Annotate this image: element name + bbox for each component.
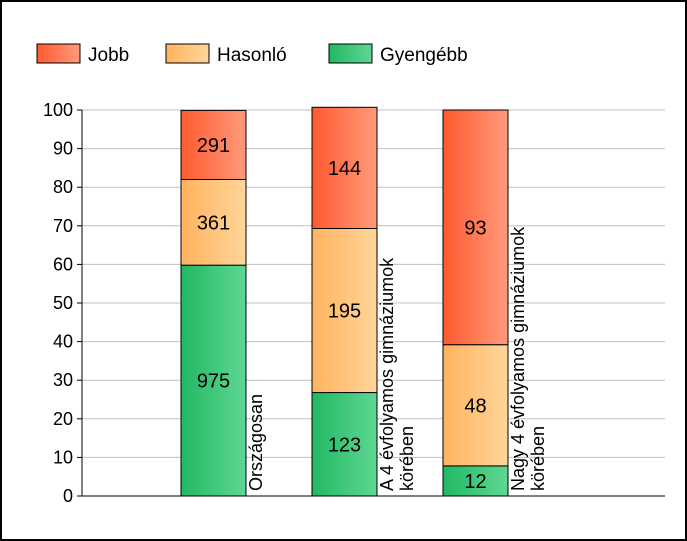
- category-label-1-line-1: Országosan: [246, 394, 266, 491]
- category-label-3-line-2: körében: [528, 426, 548, 491]
- y-tick-label-100: 100: [43, 100, 73, 120]
- y-tick-label-90: 90: [53, 139, 73, 159]
- legend-label-jobb: Jobb: [88, 45, 129, 66]
- bar-hasonlo-2: [311, 228, 378, 394]
- y-tick-label-60: 60: [53, 254, 73, 274]
- y-tick-label-50: 50: [53, 293, 73, 313]
- legend-swatch-gyengebb: [328, 43, 373, 64]
- legend: Jobb Hasonló Gyengébb: [36, 43, 468, 66]
- y-tick-label-70: 70: [53, 216, 73, 236]
- data-label-gyengebb-3: 12: [464, 471, 486, 493]
- data-label-jobb-3: 93: [464, 217, 486, 239]
- legend-swatch-hasonlo: [165, 43, 210, 64]
- data-label-jobb-2: 144: [328, 158, 361, 180]
- data-label-hasonlo-3: 48: [464, 395, 486, 417]
- y-tick-label-40: 40: [53, 332, 73, 352]
- legend-label-hasonlo: Hasonló: [217, 45, 287, 66]
- category-label-2-line-2: körében: [397, 426, 417, 491]
- category-label-3-line-1: Nagy 4 évfolyamos gimnáziumok: [508, 226, 528, 491]
- data-label-gyengebb-1: 975: [197, 371, 230, 393]
- y-tick-label-80: 80: [53, 177, 73, 197]
- bar-hasonlo-1: [180, 178, 247, 266]
- bars: 975 361 291 123 195 144 12 48 93: [180, 106, 509, 497]
- data-label-hasonlo-2: 195: [328, 301, 361, 323]
- data-label-gyengebb-2: 123: [328, 434, 361, 456]
- bar-hasonlo-3: [442, 344, 509, 467]
- data-label-hasonlo-1: 361: [197, 212, 230, 234]
- bar-gyengebb-1: [180, 264, 247, 497]
- bar-gyengebb-3: [442, 465, 509, 497]
- legend-label-gyengebb: Gyengébb: [380, 45, 468, 66]
- bar-jobb-3: [442, 109, 509, 346]
- category-label-2-line-1: A 4 évfolyamos gimnáziumok: [377, 257, 397, 491]
- y-tick-label-0: 0: [63, 486, 73, 506]
- legend-swatch-jobb: [36, 43, 81, 64]
- y-tick-label-10: 10: [53, 447, 73, 467]
- category-labels: Országosan A 4 évfolyamos gimnáziumok köré…: [246, 226, 548, 491]
- bar-jobb-2: [311, 106, 378, 230]
- y-axis: 0 10 20 30 40 50 60 70 80 90 100: [43, 100, 83, 506]
- bar-jobb-1: [180, 109, 247, 180]
- y-tick-label-30: 30: [53, 370, 73, 390]
- y-tick-label-20: 20: [53, 409, 73, 429]
- data-label-jobb-1: 291: [197, 135, 230, 157]
